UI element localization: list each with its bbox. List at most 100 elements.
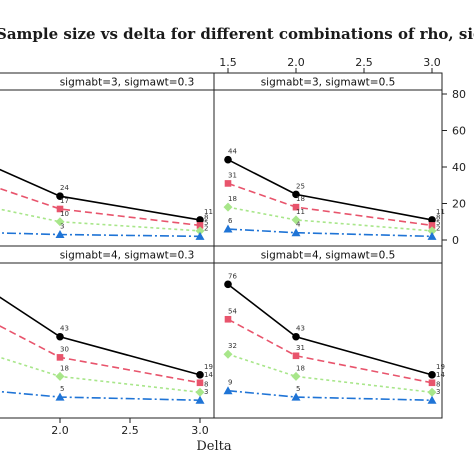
- data-label: 8: [204, 380, 208, 388]
- data-label: 3: [204, 388, 208, 396]
- data-label: 10: [60, 210, 69, 218]
- data-point-marker: [55, 392, 65, 401]
- data-point-marker: [223, 349, 233, 359]
- data-point-marker: [55, 371, 65, 381]
- data-point-marker: [292, 203, 300, 211]
- data-label: 11: [204, 208, 213, 216]
- right-y-tick-label: 20: [452, 198, 466, 211]
- data-point-marker: [428, 216, 436, 224]
- data-label: 31: [296, 344, 305, 352]
- top-x-tick-label: 3.0: [423, 56, 441, 69]
- data-point-marker: [427, 231, 437, 240]
- series-line-2: [227, 318, 433, 384]
- top-x-tick-label: 2.0: [287, 56, 305, 69]
- data-label: 14: [436, 371, 445, 379]
- panel-4: 76 43 19 54 31 14 32 18 8 9 5 3 sigmabt=4, sigmawt=0…: [213, 245, 445, 419]
- data-point-marker: [292, 190, 300, 199]
- series-line-4: [227, 389, 433, 402]
- bottom-x-tick-label: 2.0: [51, 424, 69, 437]
- data-label: 8: [436, 380, 440, 388]
- data-point-marker: [55, 230, 65, 239]
- data-point-marker: [292, 332, 300, 341]
- panel-frame: [213, 245, 443, 419]
- series-line-1: [227, 158, 433, 221]
- data-point-marker: [56, 332, 64, 341]
- right-y-tick-label: 80: [452, 88, 466, 101]
- data-label: 4: [296, 221, 301, 229]
- data-point-marker: [428, 379, 436, 387]
- data-point-marker: [196, 216, 204, 224]
- data-label: 6: [228, 217, 233, 225]
- series-line-4: [0, 232, 201, 238]
- data-point-marker: [224, 315, 232, 323]
- series-line-2: [0, 187, 201, 227]
- series-line-3: [0, 356, 201, 394]
- data-point-marker: [223, 386, 233, 395]
- data-point-marker: [291, 215, 301, 225]
- data-label: 8: [204, 213, 208, 221]
- data-point-marker: [196, 379, 204, 387]
- data-label: 11: [296, 208, 305, 216]
- data-point-marker: [428, 222, 436, 229]
- data-point-marker: [195, 226, 205, 236]
- data-label: 76: [228, 272, 237, 280]
- right-y-tick-label: 40: [452, 161, 466, 174]
- data-point-marker: [55, 217, 65, 227]
- panel-strip-label: sigmabt=3, sigmawt=0.3: [60, 77, 195, 89]
- panel-strip-label: sigmabt=4, sigmawt=0.5: [261, 250, 396, 262]
- data-label: 44: [228, 148, 237, 156]
- series-line-3: [0, 208, 201, 232]
- data-point-marker: [56, 192, 64, 200]
- data-point-marker: [195, 395, 205, 404]
- data-point-marker: [224, 180, 232, 187]
- data-point-marker: [427, 226, 437, 236]
- data-label: 3: [436, 388, 440, 396]
- data-label: 19: [436, 363, 445, 371]
- data-label: 18: [228, 195, 237, 203]
- data-point-marker: [56, 354, 64, 361]
- data-label: 3: [60, 223, 64, 231]
- data-label: 17: [60, 197, 69, 205]
- chart-title: Sample size vs delta for different combi…: [0, 25, 474, 43]
- data-point-marker: [292, 352, 300, 360]
- panel-2: 44 25 11 31 18 8 18 11 5 6 4 2 sigmabt=3, sigmawt=0.…: [213, 72, 445, 247]
- data-label: 5: [296, 385, 300, 393]
- data-point-marker: [427, 395, 437, 404]
- top-x-tick-label: 2.5: [355, 56, 373, 69]
- series-line-4: [0, 390, 201, 402]
- panel-frame: [0, 72, 215, 247]
- data-point-marker: [224, 155, 232, 164]
- data-label: 18: [296, 195, 305, 203]
- panel-strip-label: sigmabt=3, sigmawt=0.5: [261, 77, 396, 89]
- series-line-2: [227, 182, 433, 227]
- bottom-x-tick-label: 2.5: [121, 424, 139, 437]
- data-label: 2: [436, 224, 440, 232]
- data-label: 43: [60, 325, 69, 333]
- data-point-marker: [223, 202, 233, 212]
- data-point-marker: [291, 228, 301, 237]
- series-line-1: [0, 296, 201, 376]
- panel-1: 24 11 17 8 10 5 3 2 sigmabt=3, sigmawt=0.3: [0, 72, 215, 247]
- series-line-1: [0, 168, 201, 221]
- panel-strip-label: sigmabt=4, sigmawt=0.3: [60, 250, 195, 262]
- series-line-1: [227, 283, 433, 376]
- data-label: 32: [228, 342, 237, 350]
- data-point-marker: [195, 231, 205, 240]
- data-point-marker: [291, 371, 301, 381]
- data-label: 8: [436, 213, 440, 221]
- data-point-marker: [428, 371, 436, 379]
- data-point-marker: [223, 224, 233, 233]
- data-label: 5: [204, 219, 208, 227]
- data-point-marker: [56, 205, 64, 213]
- panel-3: 43 19 30 14 18 8 5 3 sigmabt=4, sigmawt=0.3: [0, 245, 215, 419]
- top-x-tick-label: 1.5: [219, 56, 237, 69]
- data-label: 5: [60, 385, 64, 393]
- data-label: 2: [204, 224, 208, 232]
- data-label: 5: [436, 219, 440, 227]
- panel-frame: [213, 72, 443, 247]
- right-y-tick-label: 0: [452, 234, 459, 247]
- data-label: 25: [296, 182, 305, 190]
- data-point-marker: [195, 387, 205, 397]
